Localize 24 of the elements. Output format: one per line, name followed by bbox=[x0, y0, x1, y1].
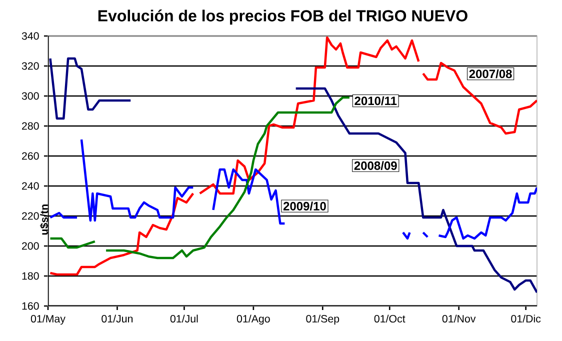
x-tick-label: 01/Ago bbox=[236, 314, 270, 325]
y-tick-label: 180 bbox=[22, 272, 39, 280]
y-axis-title: u$s/tn bbox=[40, 204, 49, 235]
y-tick-label: 240 bbox=[22, 182, 39, 190]
series-label: 2008/09 bbox=[354, 161, 397, 170]
x-tick-label: 01/Jul bbox=[170, 314, 198, 323]
y-tick-label: 220 bbox=[22, 212, 39, 220]
x-tick-label: 01/May bbox=[30, 314, 66, 325]
y-tick-label: 160 bbox=[22, 302, 39, 310]
y-tick-label: 200 bbox=[22, 242, 39, 250]
series-label: 2007/08 bbox=[469, 69, 512, 78]
x-tick-label: 01/Jun bbox=[102, 314, 133, 323]
series-label: 2010/11 bbox=[354, 96, 397, 106]
x-tick-label: 01/Sep bbox=[306, 314, 340, 325]
y-tick-label: 320 bbox=[22, 62, 39, 70]
y-tick-label: 300 bbox=[22, 92, 39, 100]
y-tick-label: 340 bbox=[22, 32, 39, 40]
x-tick-label: 01/Oct bbox=[374, 314, 406, 323]
series-label: 2009/10 bbox=[283, 202, 326, 211]
y-tick-label: 280 bbox=[22, 122, 39, 130]
chart-title: Evolución de los precios FOB del TRIGO NUEVO bbox=[98, 10, 468, 25]
y-tick-label: 260 bbox=[22, 152, 39, 160]
x-tick-label: 01/Nov bbox=[442, 314, 476, 323]
x-tick-label: 01/Dic bbox=[511, 314, 541, 323]
